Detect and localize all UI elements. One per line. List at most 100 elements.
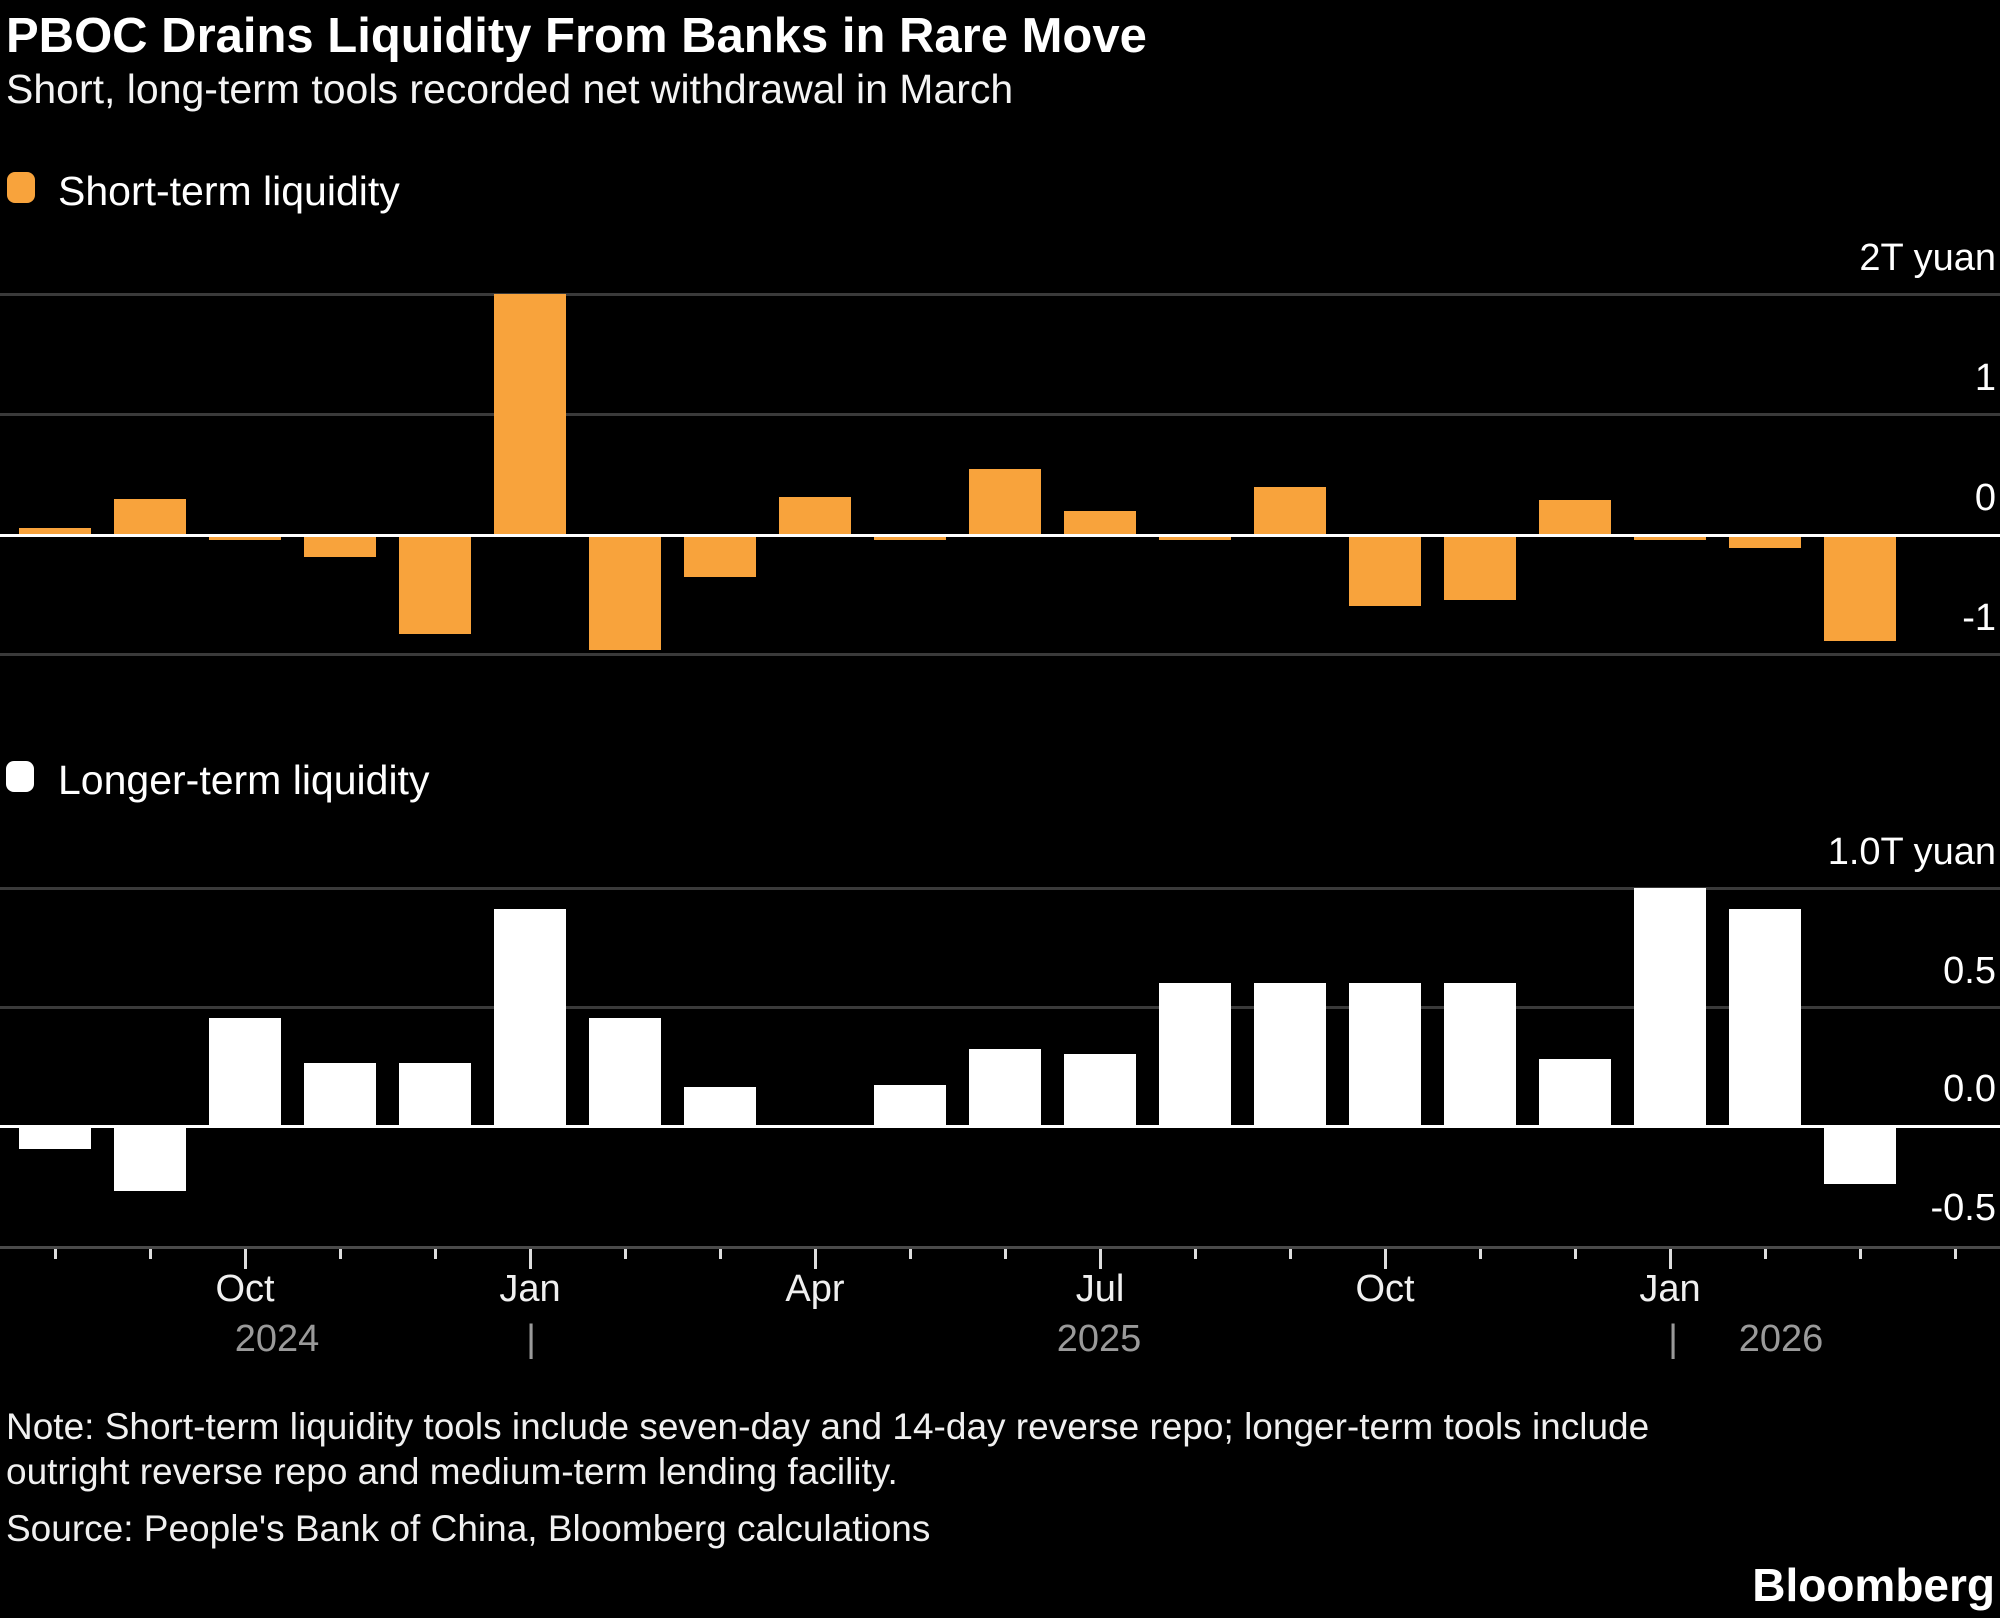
bar-chart1-jul-2025 — [1064, 1053, 1136, 1125]
bar-chart0-aug-2025 — [1159, 537, 1231, 540]
y-axis-label-chart0-1: 1 — [1974, 357, 1996, 399]
bar-chart1-sep-2024 — [114, 1128, 186, 1192]
y-axis-label-chart1-1.0T-yuan: 1.0T yuan — [1827, 831, 1996, 873]
bar-chart0-apr-2025 — [779, 496, 851, 534]
bar-chart0-feb-2026 — [1729, 537, 1801, 549]
bar-chart0-dec-2025 — [1539, 500, 1611, 534]
bar-chart1-mar-2025 — [684, 1087, 756, 1125]
x-axis-month-label-2: Oct — [215, 1268, 275, 1310]
x-axis-month-label-14: Oct — [1355, 1268, 1415, 1310]
bar-chart0-dec-2024 — [399, 537, 471, 634]
x-axis-tick-17 — [1669, 1249, 1672, 1269]
x-axis-month-label-11: Jul — [1075, 1268, 1125, 1310]
x-axis-year-label-2: 2025 — [1056, 1318, 1142, 1360]
bar-chart0-aug-2024 — [19, 528, 91, 534]
gridline-chart0-2 — [0, 293, 2000, 296]
bar-chart0-jun-2025 — [969, 469, 1041, 534]
x-axis-month-label-5: Jan — [499, 1268, 561, 1310]
x-axis-tick-9 — [909, 1249, 912, 1259]
x-axis-tick-14 — [1384, 1249, 1387, 1269]
x-axis-tick-5 — [529, 1249, 532, 1269]
bar-chart0-jan-2025 — [494, 294, 566, 534]
x-axis-tick-0 — [54, 1249, 57, 1259]
x-axis-year-label-3: | — [1668, 1318, 1678, 1360]
x-axis-year-label-1: | — [526, 1318, 536, 1360]
page-title: PBOC Drains Liquidity From Banks in Rare… — [6, 9, 1147, 63]
bar-chart1-dec-2024 — [399, 1063, 471, 1125]
bar-chart0-sep-2025 — [1254, 487, 1326, 534]
bar-chart0-feb-2025 — [589, 537, 661, 651]
x-axis-month-label-17: Jan — [1639, 1268, 1701, 1310]
bar-chart1-may-2025 — [874, 1084, 946, 1125]
x-axis-tick-2 — [244, 1249, 247, 1269]
bar-chart1-aug-2025 — [1159, 982, 1231, 1125]
legend-swatch-longer-term-icon — [6, 761, 34, 792]
bar-chart1-jan-2025 — [494, 909, 566, 1125]
bar-chart1-oct-2025 — [1349, 982, 1421, 1125]
bar-chart0-nov-2024 — [304, 537, 376, 557]
footnote-line-2: outright reverse repo and medium-term le… — [6, 1451, 898, 1492]
bar-chart1-aug-2024 — [19, 1128, 91, 1149]
bar-chart1-jan-2026 — [1634, 888, 1706, 1125]
x-axis-year-label-0: 2024 — [234, 1318, 320, 1360]
x-axis-tick-16 — [1574, 1249, 1577, 1259]
bar-chart0-sep-2024 — [114, 499, 186, 534]
bar-chart1-sep-2025 — [1254, 982, 1326, 1125]
x-axis-tick-12 — [1194, 1249, 1197, 1259]
x-axis-tick-6 — [624, 1249, 627, 1259]
bar-chart0-oct-2025 — [1349, 537, 1421, 606]
x-axis-tick-19 — [1859, 1249, 1862, 1259]
bar-chart1-mar-2026 — [1824, 1128, 1896, 1185]
y-axis-label-chart0-0: 0 — [1974, 477, 1996, 519]
x-axis-tick-18 — [1764, 1249, 1767, 1259]
bar-chart0-jan-2026 — [1634, 537, 1706, 540]
footnote: Note: Short-term liquidity tools include… — [6, 1404, 1649, 1494]
bar-chart1-dec-2025 — [1539, 1058, 1611, 1125]
x-axis-line — [0, 1246, 2000, 1249]
bar-chart1-oct-2024 — [209, 1018, 281, 1125]
legend-label-longer-term: Longer-term liquidity — [58, 757, 430, 803]
bar-chart0-oct-2024 — [209, 537, 281, 540]
x-axis-tick-11 — [1099, 1249, 1102, 1269]
bar-chart1-jun-2025 — [969, 1049, 1041, 1125]
x-axis-year-label-4: 2026 — [1738, 1318, 1824, 1360]
bar-chart0-jul-2025 — [1064, 511, 1136, 534]
x-axis-tick-7 — [719, 1249, 722, 1259]
bar-chart1-nov-2024 — [304, 1063, 376, 1125]
bar-chart0-mar-2026 — [1824, 537, 1896, 641]
bar-chart1-nov-2025 — [1444, 982, 1516, 1125]
y-axis-label-chart0-2T-yuan: 2T yuan — [1859, 237, 1996, 279]
gridline-chart1-1 — [0, 887, 2000, 890]
x-axis-tick-20 — [1954, 1249, 1957, 1259]
bar-chart1-feb-2025 — [589, 1018, 661, 1125]
gridline-chart1-0.5 — [0, 1005, 2000, 1009]
footnote-line-1: Note: Short-term liquidity tools include… — [6, 1406, 1650, 1447]
source-credit: Source: People's Bank of China, Bloomber… — [6, 1508, 931, 1549]
x-axis-tick-3 — [339, 1249, 342, 1259]
x-axis-tick-1 — [149, 1249, 152, 1259]
x-axis-month-label-8: Apr — [785, 1268, 845, 1310]
y-axis-label-chart1-0.0: 0.0 — [1943, 1068, 1996, 1110]
y-axis-label-chart1-0.5: 0.5 — [1943, 949, 1996, 992]
bar-chart0-nov-2025 — [1444, 537, 1516, 600]
bloomberg-logo: Bloomberg — [1752, 1559, 1995, 1611]
page-subtitle: Short, long-term tools recorded net with… — [6, 66, 1014, 112]
x-axis-tick-13 — [1289, 1249, 1292, 1259]
x-axis-tick-8 — [814, 1249, 817, 1269]
x-axis-tick-10 — [1004, 1249, 1007, 1259]
bar-chart0-may-2025 — [874, 537, 946, 540]
y-axis-label-chart0--1: -1 — [1962, 597, 1996, 639]
gridline-chart0--1 — [0, 653, 2000, 656]
y-axis-label-chart1--0.5: -0.5 — [1930, 1186, 1996, 1229]
gridline-chart0-1 — [0, 413, 2000, 416]
x-axis-tick-15 — [1479, 1249, 1482, 1259]
legend-swatch-short-term-icon — [7, 172, 35, 203]
zero-baseline-chart0 — [0, 534, 2000, 537]
x-axis-tick-4 — [434, 1249, 437, 1259]
bar-chart0-mar-2025 — [684, 537, 756, 578]
legend-label-short-term: Short-term liquidity — [58, 168, 400, 214]
bar-chart1-feb-2026 — [1729, 909, 1801, 1125]
zero-baseline-chart1 — [0, 1125, 2000, 1128]
